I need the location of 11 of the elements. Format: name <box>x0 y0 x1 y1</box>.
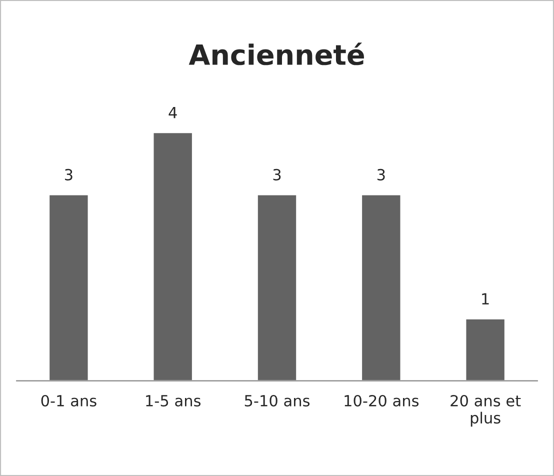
x-tick-label: 1-5 ans <box>146 395 201 407</box>
x-tick-label: 10-20 ans <box>344 394 419 407</box>
data-label: 1 <box>482 293 489 304</box>
chart-title: Ancienneté <box>188 42 364 66</box>
data-label: 4 <box>168 107 177 118</box>
x-tick-label: 20 ans et plus <box>450 394 521 427</box>
data-label: 3 <box>377 168 385 180</box>
data-label: 3 <box>65 168 72 180</box>
data-label: 3 <box>273 168 281 180</box>
x-tick-label: 5-10 ans <box>244 394 310 407</box>
x-tick-label: 0-1 ans <box>41 394 96 407</box>
